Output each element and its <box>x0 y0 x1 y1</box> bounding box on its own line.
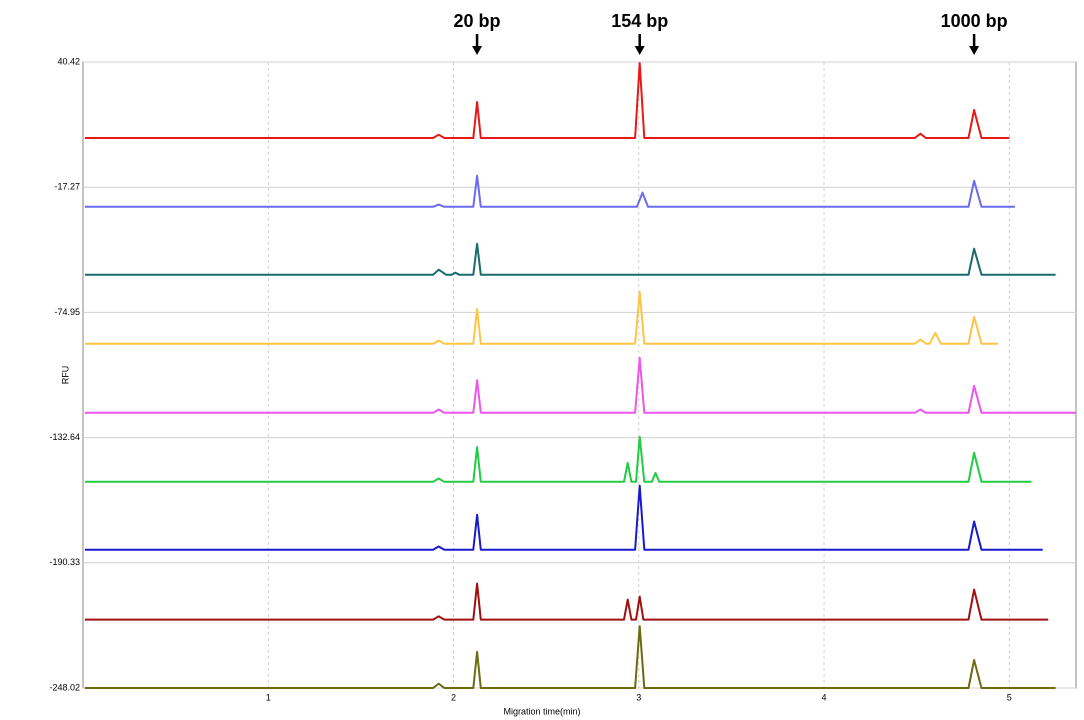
x-tick-label: 1 <box>266 692 271 702</box>
trace <box>84 242 1056 276</box>
y-axis-label: RFU <box>60 366 70 385</box>
annotation: 154 bp <box>611 11 668 31</box>
annotation-arrowhead <box>969 46 980 55</box>
y-tick-label: -17.27 <box>54 182 80 192</box>
x-tick-label: 2 <box>451 692 456 702</box>
annotation-arrowhead <box>634 46 645 55</box>
y-tick-label: -190.33 <box>49 557 80 567</box>
plot-frame <box>82 61 1077 689</box>
trace <box>84 435 1032 483</box>
trace <box>84 356 1076 414</box>
trace <box>84 582 1049 621</box>
annotation: 1000 bp <box>941 11 1008 31</box>
y-tick-label: -74.95 <box>54 307 80 317</box>
trace <box>84 62 1010 139</box>
x-tick-label: 5 <box>1007 692 1012 702</box>
trace <box>84 174 1015 208</box>
x-tick-label: 4 <box>822 692 827 702</box>
x-tick-label: 3 <box>636 692 641 702</box>
trace <box>84 290 999 345</box>
annotation: 20 bp <box>454 11 501 31</box>
y-tick-label: -248.02 <box>49 682 80 692</box>
y-tick-label: -132.64 <box>49 432 80 442</box>
annotation-arrowhead <box>472 46 483 55</box>
y-tick-label: 40.42 <box>57 56 80 66</box>
trace <box>84 484 1043 551</box>
trace <box>84 625 1056 689</box>
x-axis-label: Migration time(min) <box>503 706 580 716</box>
